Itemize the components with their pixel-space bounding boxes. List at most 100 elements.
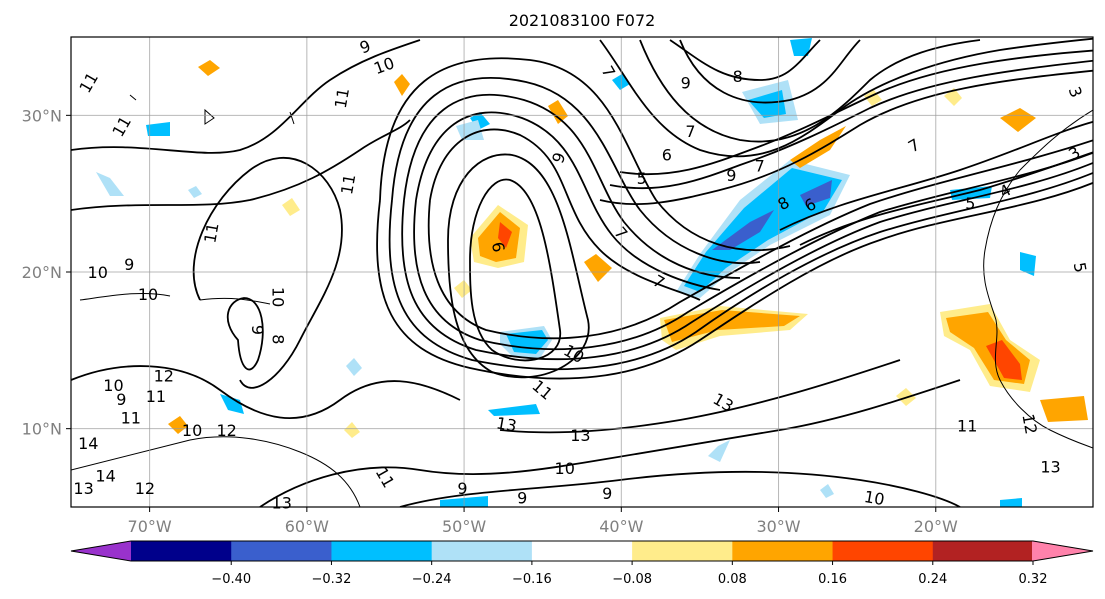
colorbar-tick-label: 0.32	[1019, 572, 1048, 587]
contour-label-text: 10	[555, 459, 575, 478]
contour-label: 12	[135, 479, 155, 498]
contour-line	[619, 49, 1093, 176]
anomaly-spot-positive	[548, 100, 568, 124]
contour-label-text: 6	[488, 240, 508, 253]
contour-label-text: 13	[1040, 457, 1060, 476]
contour-label-text: 12	[216, 421, 236, 440]
anomaly-streak-negative-core	[712, 210, 774, 250]
contour-line	[415, 111, 721, 291]
colorbar-segment	[131, 541, 232, 561]
lat-tick-label: 30°N	[22, 106, 62, 125]
contour-label-text: 13	[73, 479, 93, 498]
contour-label: 10	[88, 263, 108, 282]
contour-label-text: 11	[957, 417, 977, 436]
contour-label-text: 10	[88, 263, 108, 282]
contour-label: 8	[269, 334, 288, 344]
contour-label-text: 11	[146, 387, 166, 406]
lon-tick-label: 40°W	[599, 517, 643, 536]
contour-label: 11	[121, 409, 141, 428]
contour-label: 6	[488, 240, 508, 253]
colorbar-tick-label: −0.24	[412, 572, 452, 587]
anomaly-patch-negative	[1000, 498, 1022, 507]
contour-label: 5	[637, 169, 647, 188]
lon-tick-label: 60°W	[285, 517, 329, 536]
contour-label-text: 13	[495, 413, 518, 435]
colorbar-tick-label: −0.16	[512, 572, 552, 587]
contour-line	[71, 365, 461, 420]
contour-label: 9	[116, 390, 126, 409]
contour-label: 8	[733, 67, 743, 86]
contour-label: 13	[495, 413, 518, 435]
contour-label: 11	[146, 387, 166, 406]
contour-label-text: 9	[457, 479, 467, 498]
contour-line	[259, 379, 961, 507]
contour-label: 10	[269, 287, 288, 307]
contour-label-text: 8	[733, 67, 743, 86]
contour-label: 9	[681, 73, 691, 92]
contour-line	[639, 39, 981, 143]
contour-line	[799, 151, 1093, 246]
contour-label: 9	[124, 255, 134, 274]
contour-label: 12	[154, 366, 174, 385]
contour-line	[413, 151, 1093, 351]
contour-line	[429, 128, 701, 301]
contour-label-text: 9	[726, 166, 736, 185]
colorbar-extend-high	[1032, 541, 1093, 561]
contour-line	[447, 153, 590, 379]
contour-line	[376, 181, 1093, 380]
contour-label: 14	[95, 467, 115, 486]
contour-line	[401, 161, 1093, 361]
contour-label-text: 10	[269, 287, 288, 307]
contour-label-text: 8	[269, 334, 288, 344]
anomaly-patch-negative	[488, 404, 540, 416]
anomaly-patch-negative-strong	[748, 90, 786, 118]
colorbar-segment	[331, 541, 433, 561]
colorbar-segment	[832, 541, 934, 561]
anomaly-spot-positive	[584, 254, 612, 282]
contour-label: 5	[1070, 261, 1090, 274]
anomaly-spot-negative	[220, 394, 244, 414]
island-outline	[129, 94, 295, 125]
contour-label-text: 9	[116, 390, 126, 409]
anomaly-spot-positive	[1000, 108, 1036, 132]
contour-label-text: 7	[685, 122, 695, 141]
anomaly-shading	[96, 38, 1088, 507]
anomaly-patch-negative	[146, 122, 170, 136]
contour-label-text: 5	[965, 194, 975, 213]
contour-label: 11	[957, 417, 977, 436]
anomaly-spot-negative	[346, 358, 362, 376]
contour-lines	[71, 37, 1093, 507]
contour-label-text: 11	[121, 409, 141, 428]
contour-label-text: 13	[570, 426, 590, 445]
contour-label: 11	[337, 173, 359, 196]
coastline-africa	[983, 109, 1093, 449]
contour-label-text: 14	[95, 467, 115, 486]
contour-label: 14	[78, 434, 98, 453]
contour-label: 9	[517, 489, 527, 508]
colorbar-outline	[70, 540, 1094, 562]
colorbar-extend-low	[71, 541, 132, 561]
anomaly-spot-positive	[864, 90, 882, 106]
contour-label: 9	[602, 484, 612, 503]
contour-line	[669, 39, 821, 81]
colorbar-segment	[732, 541, 834, 561]
contour-label: 9	[726, 166, 736, 185]
contour-label-text: 13	[272, 493, 292, 512]
anomaly-patch-positive-core	[498, 222, 512, 248]
colorbar-segment	[431, 541, 533, 561]
contour-line	[71, 39, 421, 154]
anomaly-spot-negative	[708, 440, 730, 462]
colorbar-tick-label: 0.08	[718, 572, 747, 587]
contour-line	[679, 39, 861, 104]
colorbar-tick-label: 0.24	[918, 572, 947, 587]
contour-line	[469, 178, 561, 362]
coastline-caribbean	[79, 292, 271, 305]
contour-label: 7	[755, 156, 765, 175]
contour-label-text: 10	[138, 285, 158, 304]
contour-label-text: 12	[154, 366, 174, 385]
contour-line	[226, 297, 264, 371]
contour-label: 13	[272, 493, 292, 512]
contour-label: 7	[685, 122, 695, 141]
